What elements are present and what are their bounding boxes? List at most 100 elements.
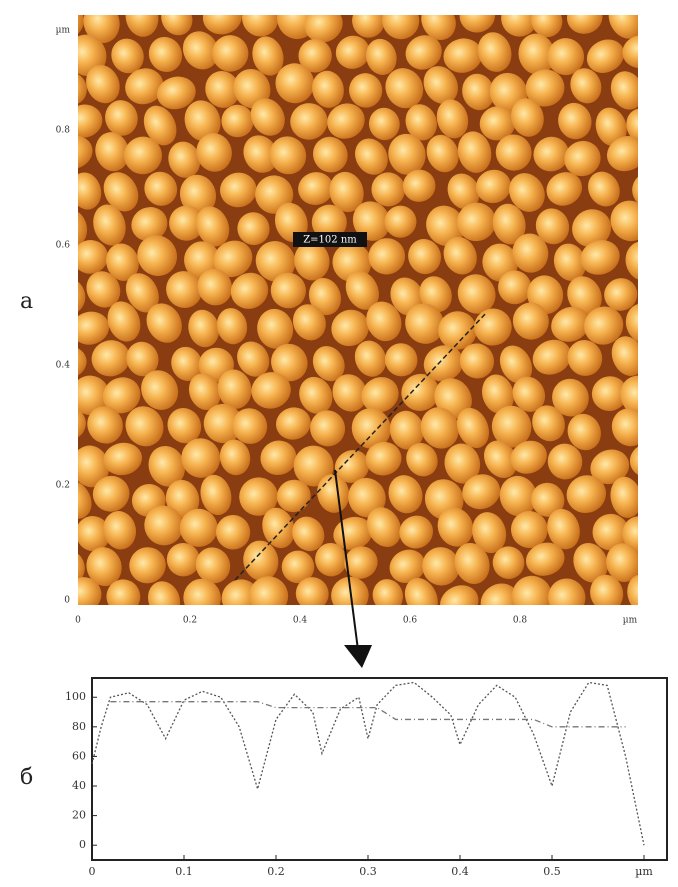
- grain: [518, 33, 555, 75]
- grain: [533, 136, 569, 172]
- grain: [216, 308, 248, 345]
- grain: [102, 377, 141, 414]
- grain: [423, 345, 464, 382]
- grain: [86, 271, 121, 308]
- y-tick-label: 80: [72, 720, 86, 733]
- grain: [78, 240, 108, 274]
- grain: [232, 408, 268, 444]
- grain: [78, 480, 92, 519]
- grain: [144, 505, 184, 546]
- grain: [78, 135, 93, 170]
- panel-label: б: [20, 765, 33, 790]
- grain: [334, 450, 370, 483]
- grain: [251, 372, 291, 409]
- y-tick-label: 100: [65, 690, 86, 703]
- grain: [444, 443, 481, 484]
- grain: [103, 172, 139, 212]
- grain: [182, 31, 219, 70]
- grain: [83, 15, 120, 44]
- grain: [426, 205, 465, 246]
- grain: [512, 376, 546, 412]
- grain: [606, 543, 638, 583]
- grain: [419, 276, 452, 313]
- grain: [103, 442, 143, 476]
- grain: [498, 270, 532, 305]
- grain: [480, 583, 520, 605]
- grain: [331, 576, 369, 605]
- grain: [457, 131, 492, 173]
- grain: [421, 15, 456, 41]
- grain: [558, 102, 592, 140]
- grain: [389, 410, 424, 450]
- grain: [553, 243, 587, 282]
- image-y-label: 0: [64, 596, 70, 606]
- grain: [106, 243, 139, 281]
- grain: [438, 311, 477, 350]
- grain: [588, 171, 620, 207]
- grain: [78, 515, 111, 552]
- grain: [171, 346, 203, 381]
- grain: [625, 303, 638, 344]
- grain: [242, 15, 279, 37]
- x-tick-label: µm: [635, 865, 653, 878]
- grain: [221, 579, 259, 605]
- grain: [262, 507, 295, 549]
- grain: [354, 340, 387, 377]
- grain: [304, 15, 343, 43]
- grain: [620, 375, 638, 416]
- grain: [105, 100, 138, 136]
- grain: [459, 15, 496, 33]
- grain: [535, 208, 570, 245]
- x-tick-label: 0.2: [267, 865, 285, 878]
- grain: [329, 171, 364, 213]
- grain: [181, 438, 221, 478]
- grain: [129, 547, 166, 584]
- y-tick-label: 60: [72, 749, 86, 762]
- grain: [205, 71, 240, 108]
- grain: [511, 510, 548, 549]
- grain: [169, 205, 204, 241]
- grain: [472, 512, 507, 554]
- grain: [146, 303, 182, 343]
- grain: [532, 405, 565, 442]
- grain: [426, 134, 459, 173]
- grain: [355, 138, 388, 175]
- grain: [197, 268, 233, 306]
- grain: [447, 173, 480, 210]
- grain: [591, 376, 628, 411]
- grain: [260, 440, 297, 476]
- grain: [567, 276, 602, 316]
- grain: [290, 103, 328, 140]
- grain: [156, 76, 196, 110]
- grain: [125, 15, 159, 37]
- grain: [293, 445, 334, 487]
- grain: [252, 36, 284, 76]
- grain: [423, 66, 459, 105]
- x-tick-label: 0.4: [451, 865, 469, 878]
- grain: [511, 98, 544, 137]
- image-y-label: 0.6: [56, 241, 71, 251]
- grain: [335, 35, 370, 69]
- grain: [456, 202, 496, 242]
- grain: [196, 206, 230, 247]
- y-tick-label: 40: [72, 779, 86, 792]
- grain: [399, 515, 434, 549]
- grain: [372, 579, 403, 605]
- grain: [344, 546, 378, 579]
- grain: [491, 405, 532, 448]
- grain: [371, 172, 406, 207]
- grain: [95, 132, 129, 172]
- grain: [239, 477, 278, 516]
- grain: [310, 410, 346, 447]
- grain: [308, 278, 341, 316]
- grain: [351, 408, 391, 449]
- grain: [365, 441, 402, 476]
- grain: [111, 38, 144, 74]
- grain: [147, 581, 181, 605]
- grain: [586, 39, 625, 73]
- grain: [93, 204, 126, 246]
- grain: [352, 15, 385, 38]
- image-x-label: 0: [75, 616, 81, 626]
- grain: [551, 306, 590, 342]
